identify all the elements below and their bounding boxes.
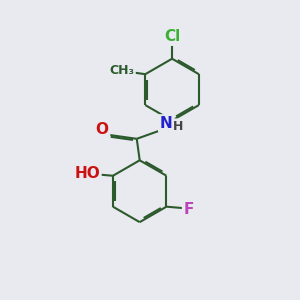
Text: HO: HO — [74, 166, 100, 181]
Text: F: F — [184, 202, 194, 217]
Text: N: N — [160, 116, 172, 131]
Text: O: O — [95, 122, 109, 137]
Text: H: H — [173, 120, 184, 133]
Text: CH₃: CH₃ — [109, 64, 134, 77]
Text: Cl: Cl — [164, 29, 180, 44]
